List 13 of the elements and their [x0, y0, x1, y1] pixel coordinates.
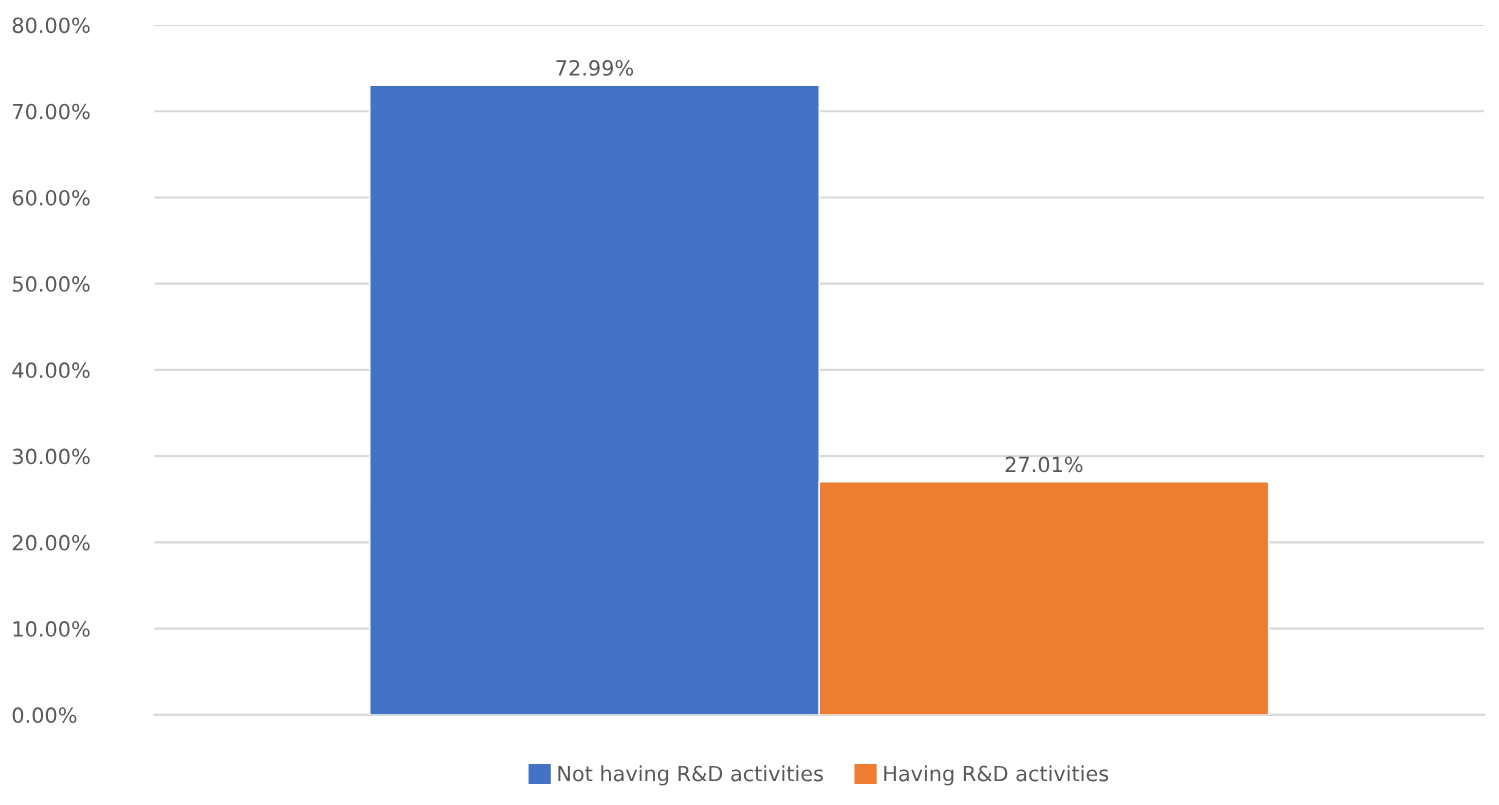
y-tick-label: 70.00% — [13, 103, 90, 120]
y-tick-label: 10.00% — [13, 621, 90, 637]
y-tick-label: 60.00% — [12, 189, 90, 206]
y-tick-label: 20.00% — [12, 534, 90, 551]
y-tick-label: 40.00% — [12, 362, 90, 379]
data-label: 72.99% — [556, 60, 634, 76]
y-tick-label: 0.00% — [12, 707, 77, 724]
y-tick-label: 30.00% — [12, 448, 90, 465]
data-label: 27.01% — [1005, 456, 1083, 473]
legend-label: Not having R&D activities — [558, 765, 823, 786]
legend-label: Having R&D activities — [884, 765, 1109, 786]
y-tick-label: 50.00% — [12, 276, 90, 292]
y-tick-label: 80.00% — [12, 17, 90, 34]
